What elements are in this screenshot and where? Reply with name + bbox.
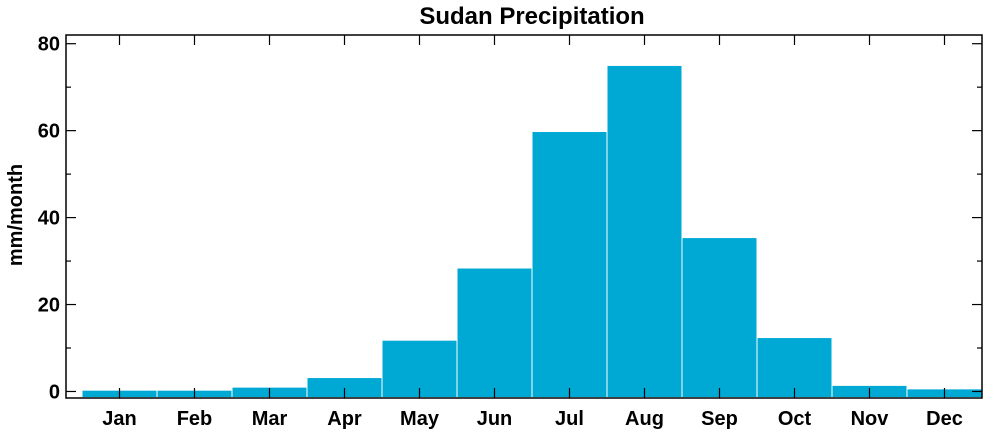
x-tick-label-jun: Jun (477, 408, 513, 430)
x-tick-label-may: May (400, 408, 440, 430)
x-tick-labels: Jan Feb Mar Apr May Jun Jul Aug Sep Oct Nov Dec (102, 408, 963, 430)
bar-sep (681, 237, 758, 398)
ticks-group (66, 35, 982, 398)
chart-title: Sudan Precipitation (419, 3, 644, 30)
x-tick-label-feb: Feb (177, 408, 213, 430)
y-tick-label: 80 (38, 34, 60, 56)
x-tick-label-mar: Mar (252, 408, 288, 430)
bar-may (381, 339, 458, 398)
x-tick-label-apr: Apr (327, 408, 362, 430)
y-tick-label: 40 (38, 208, 60, 230)
bar-jun (456, 267, 533, 398)
x-tick-label-jan: Jan (102, 408, 136, 430)
y-tick-labels: 0 20 40 60 80 (38, 34, 60, 404)
bar-oct (756, 337, 833, 399)
x-tick-label-sep: Sep (701, 408, 738, 430)
bar-jul (531, 131, 608, 398)
y-tick-label: 20 (38, 295, 60, 317)
x-tick-label-aug: Aug (625, 408, 664, 430)
y-axis-label: mm/month (5, 164, 27, 266)
y-tick-label: 60 (38, 121, 60, 143)
x-tick-label-jul: Jul (555, 408, 584, 430)
y-tick-label: 0 (49, 381, 60, 403)
bar-aug (606, 64, 683, 399)
x-tick-label-nov: Nov (851, 408, 890, 430)
x-tick-label-oct: Oct (778, 408, 812, 430)
plot-frame (65, 34, 983, 399)
bars-group (81, 64, 983, 399)
x-tick-label-dec: Dec (926, 408, 963, 430)
